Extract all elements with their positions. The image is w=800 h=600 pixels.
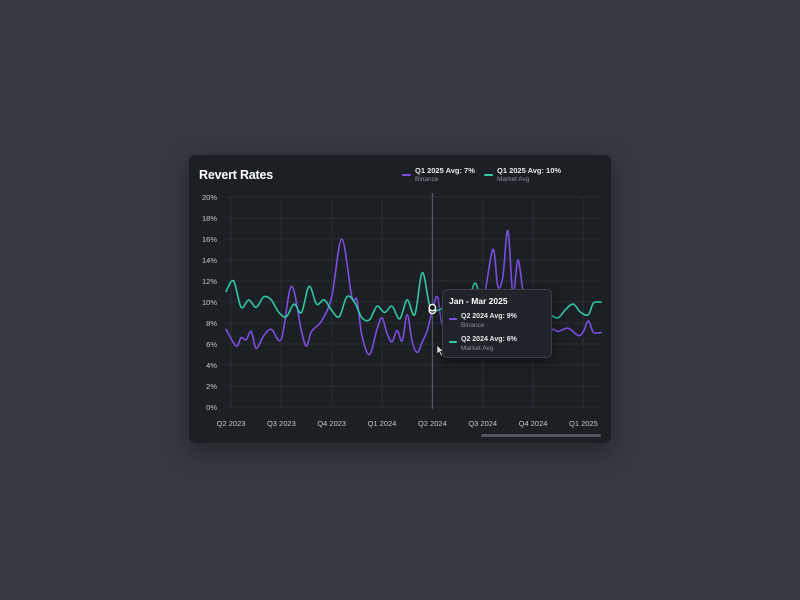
tooltip-label-market-avg: Q2 2024 Avg: 6% [461,336,517,343]
hover-point-market-avg [428,303,437,312]
y-tick-label: 14% [202,256,217,265]
chart-title: Revert Rates [199,168,274,182]
y-tick-label: 0% [206,403,217,412]
y-tick-label: 10% [202,298,217,307]
x-tick-label: Q4 2023 [317,419,346,428]
legend-sub-binance: Binance [415,176,439,183]
legend-swatch-binance [402,174,411,176]
x-tick-label: Q1 2025 [569,419,598,428]
tooltip-swatch-market-avg [449,341,457,343]
x-tick-label: Q1 2024 [368,419,397,428]
x-tick-label: Q3 2024 [468,419,497,428]
x-tick-label: Q2 2024 [418,419,447,428]
legend-swatch-market-avg [484,174,493,176]
y-tick-label: 2% [206,382,217,391]
tooltip-sub-market-avg: Market Avg [461,345,494,352]
tooltip-swatch-binance [449,318,457,320]
chart-scrollbar[interactable] [481,434,601,437]
tooltip-label-binance: Q2 2024 Avg: 9% [461,313,517,320]
x-tick-label: Q2 2023 [217,419,246,428]
tooltip-title: Jan - Mar 2025 [449,296,508,306]
legend-label-binance: Q1 2025 Avg: 7% [415,166,475,175]
y-tick-label: 20% [202,193,217,202]
x-tick-label: Q3 2023 [267,419,296,428]
y-tick-label: 12% [202,277,217,286]
tooltip-sub-binance: Binance [461,322,485,329]
x-tick-label: Q4 2024 [519,419,548,428]
y-tick-label: 16% [202,235,217,244]
hover-tooltip: Jan - Mar 2025 Q2 2024 Avg: 9% Binance Q… [442,289,552,358]
y-tick-label: 6% [206,340,217,349]
y-tick-label: 4% [206,361,217,370]
y-tick-label: 18% [202,214,217,223]
legend-label-market-avg: Q1 2025 Avg: 10% [497,166,562,175]
chart-card: Revert Rates Q1 2025 Avg: 7% Binance Q1 … [189,155,611,443]
y-tick-label: 8% [206,319,217,328]
legend-sub-market-avg: Market Avg [497,176,530,183]
